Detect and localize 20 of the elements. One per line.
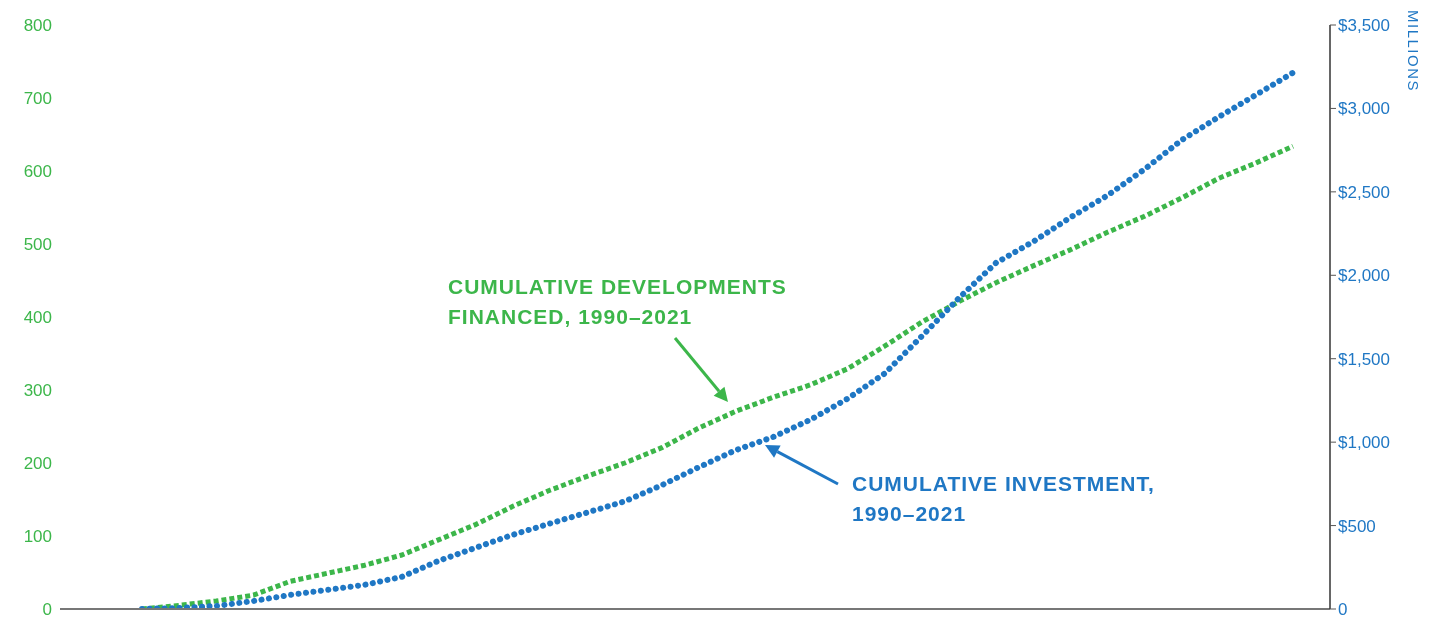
- text: CUMULATIVE INVESTMENT, 1990–2021: [852, 471, 1156, 527]
- y-tick-label: 700: [23, 89, 52, 109]
- y2-tick-label: $1,500: [1338, 349, 1390, 369]
- y-tick-label: 200: [23, 454, 52, 474]
- y2-tick-label: $2,500: [1338, 182, 1390, 202]
- y2-axis-title: MILLIONS: [1405, 10, 1422, 93]
- y2-tick-label: 0: [1338, 600, 1348, 620]
- y-tick-label: 500: [23, 235, 52, 255]
- y-tick-label: 100: [23, 527, 52, 547]
- y-tick-label: 300: [23, 381, 52, 401]
- text: CUMULATIVE DEVELOPMENTS FINANCED, 1990–2021: [448, 274, 788, 330]
- y2-tick-label: $1,000: [1338, 433, 1390, 453]
- y2-tick-label: $3,500: [1338, 16, 1390, 36]
- y2-tick-label: $2,000: [1338, 266, 1390, 286]
- y-tick-label: 600: [23, 162, 52, 182]
- y2-tick-label: $500: [1338, 516, 1376, 536]
- y-tick-label: 400: [23, 308, 52, 328]
- y-tick-label: 800: [23, 16, 52, 36]
- y-tick-label: 0: [42, 600, 52, 620]
- y2-tick-label: $3,000: [1338, 99, 1390, 119]
